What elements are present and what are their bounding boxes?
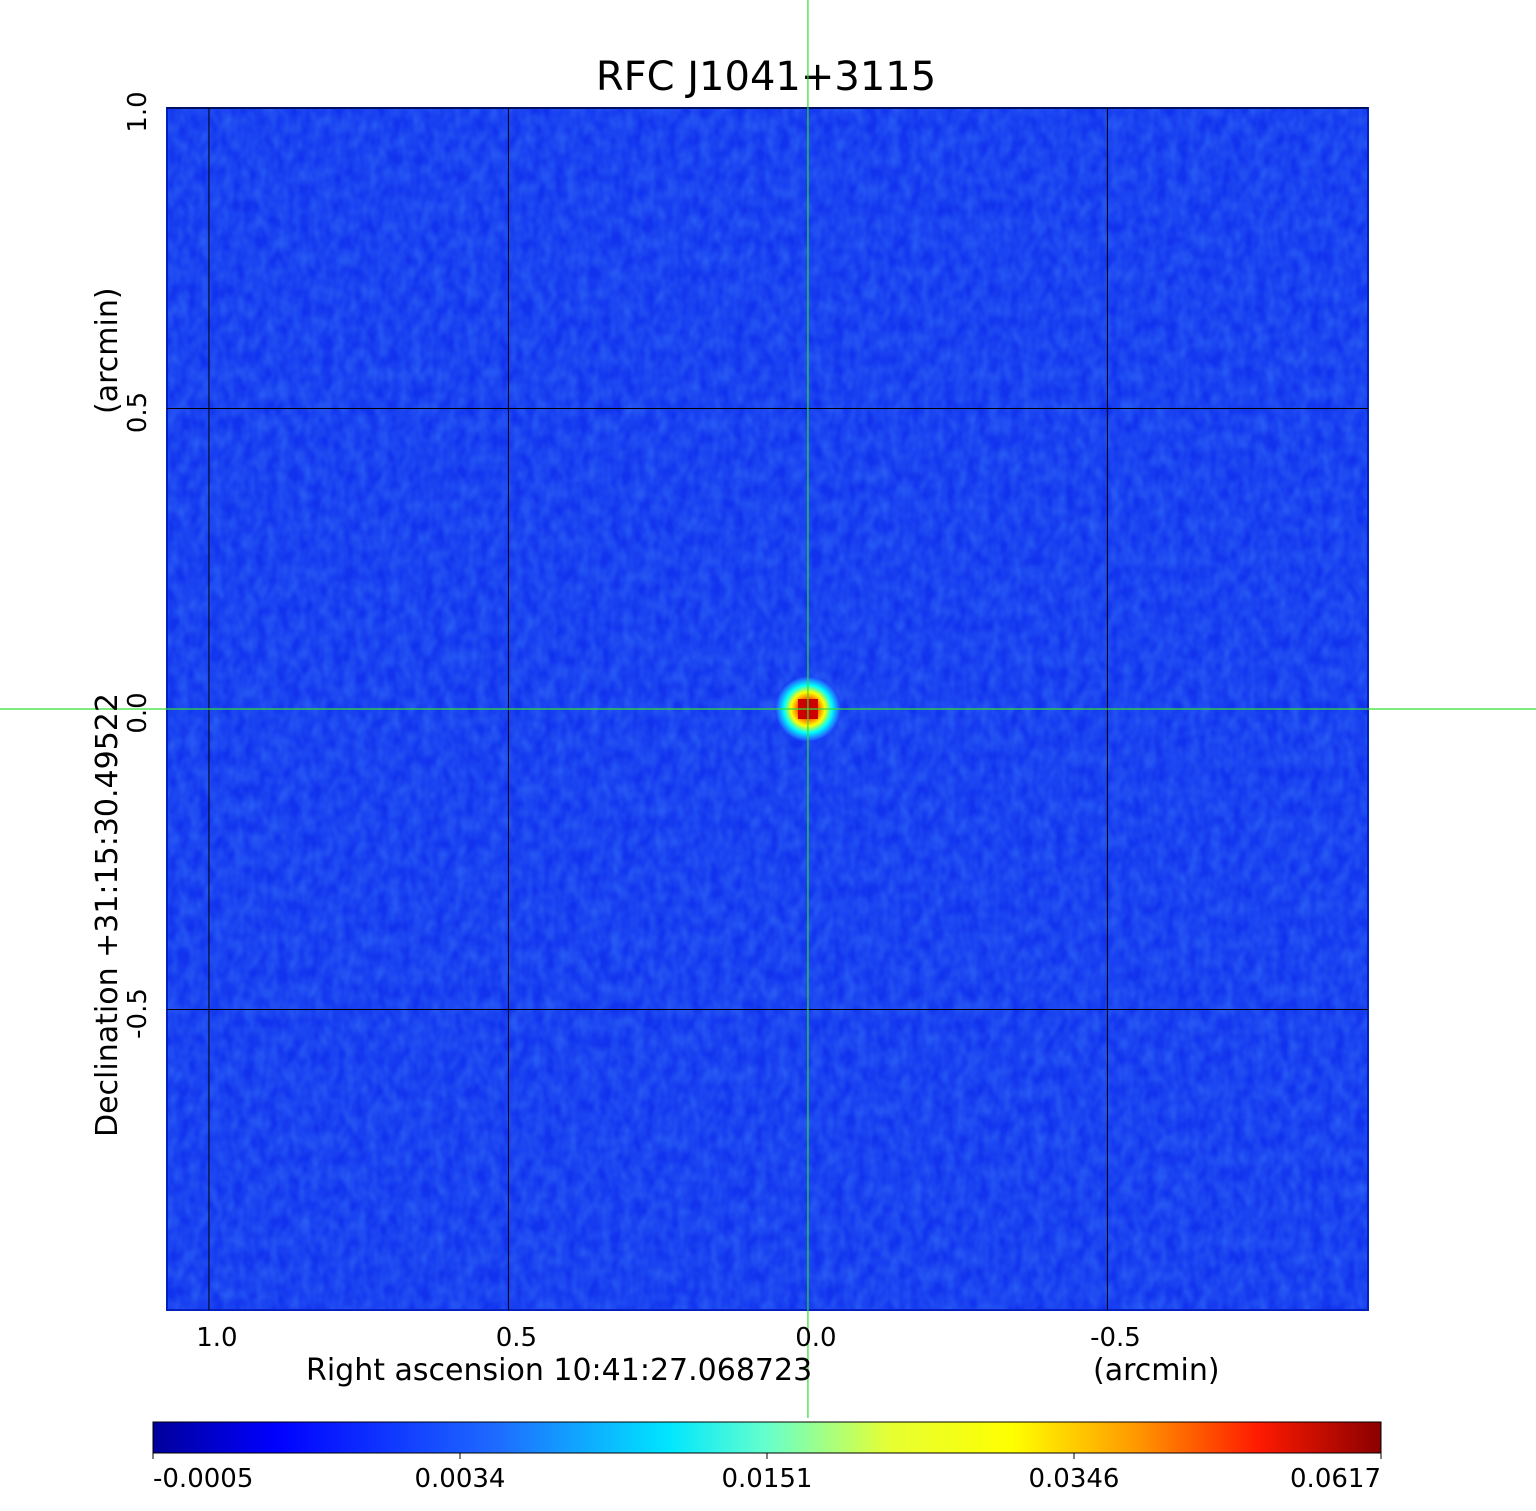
y-tick-label: 0.0	[123, 692, 153, 733]
y-axis-unit: (arcmin)	[90, 287, 125, 414]
colorbar-tick-label: -0.0005	[153, 1464, 253, 1494]
x-tick-label: 0.0	[795, 1323, 836, 1353]
x-tick-labels: 1.0 0.5 0.0 -0.5	[196, 1323, 1141, 1353]
chart-title: RFC J1041+3115	[596, 54, 936, 100]
colorbar-tick-labels: -0.0005 0.0034 0.0151 0.0346 0.0617	[152, 1453, 1382, 1494]
crosshair	[0, 0, 1536, 1418]
colorbar-tick-label: 0.0346	[1029, 1464, 1120, 1494]
y-tick-labels: 1.0 0.5 0.0 -0.5	[123, 91, 153, 1039]
x-tick-label: -0.5	[1090, 1323, 1141, 1353]
colorbar-tick-label: 0.0151	[722, 1464, 813, 1494]
y-axis-label: Declination +31:15:30.49522	[90, 693, 125, 1137]
x-axis-unit: (arcmin)	[1093, 1353, 1220, 1388]
y-tick-label: 1.0	[123, 91, 153, 132]
x-axis-label: Right ascension 10:41:27.068723	[306, 1353, 812, 1388]
x-tick-label: 0.5	[496, 1323, 537, 1353]
y-tick-label: 0.5	[123, 392, 153, 433]
y-tick-label: -0.5	[123, 988, 153, 1039]
colorbar	[152, 1421, 1382, 1454]
colorbar-tick-label: 0.0617	[1290, 1464, 1381, 1494]
x-tick-label: 1.0	[196, 1323, 237, 1353]
colorbar-tick-label: 0.0034	[415, 1464, 506, 1494]
